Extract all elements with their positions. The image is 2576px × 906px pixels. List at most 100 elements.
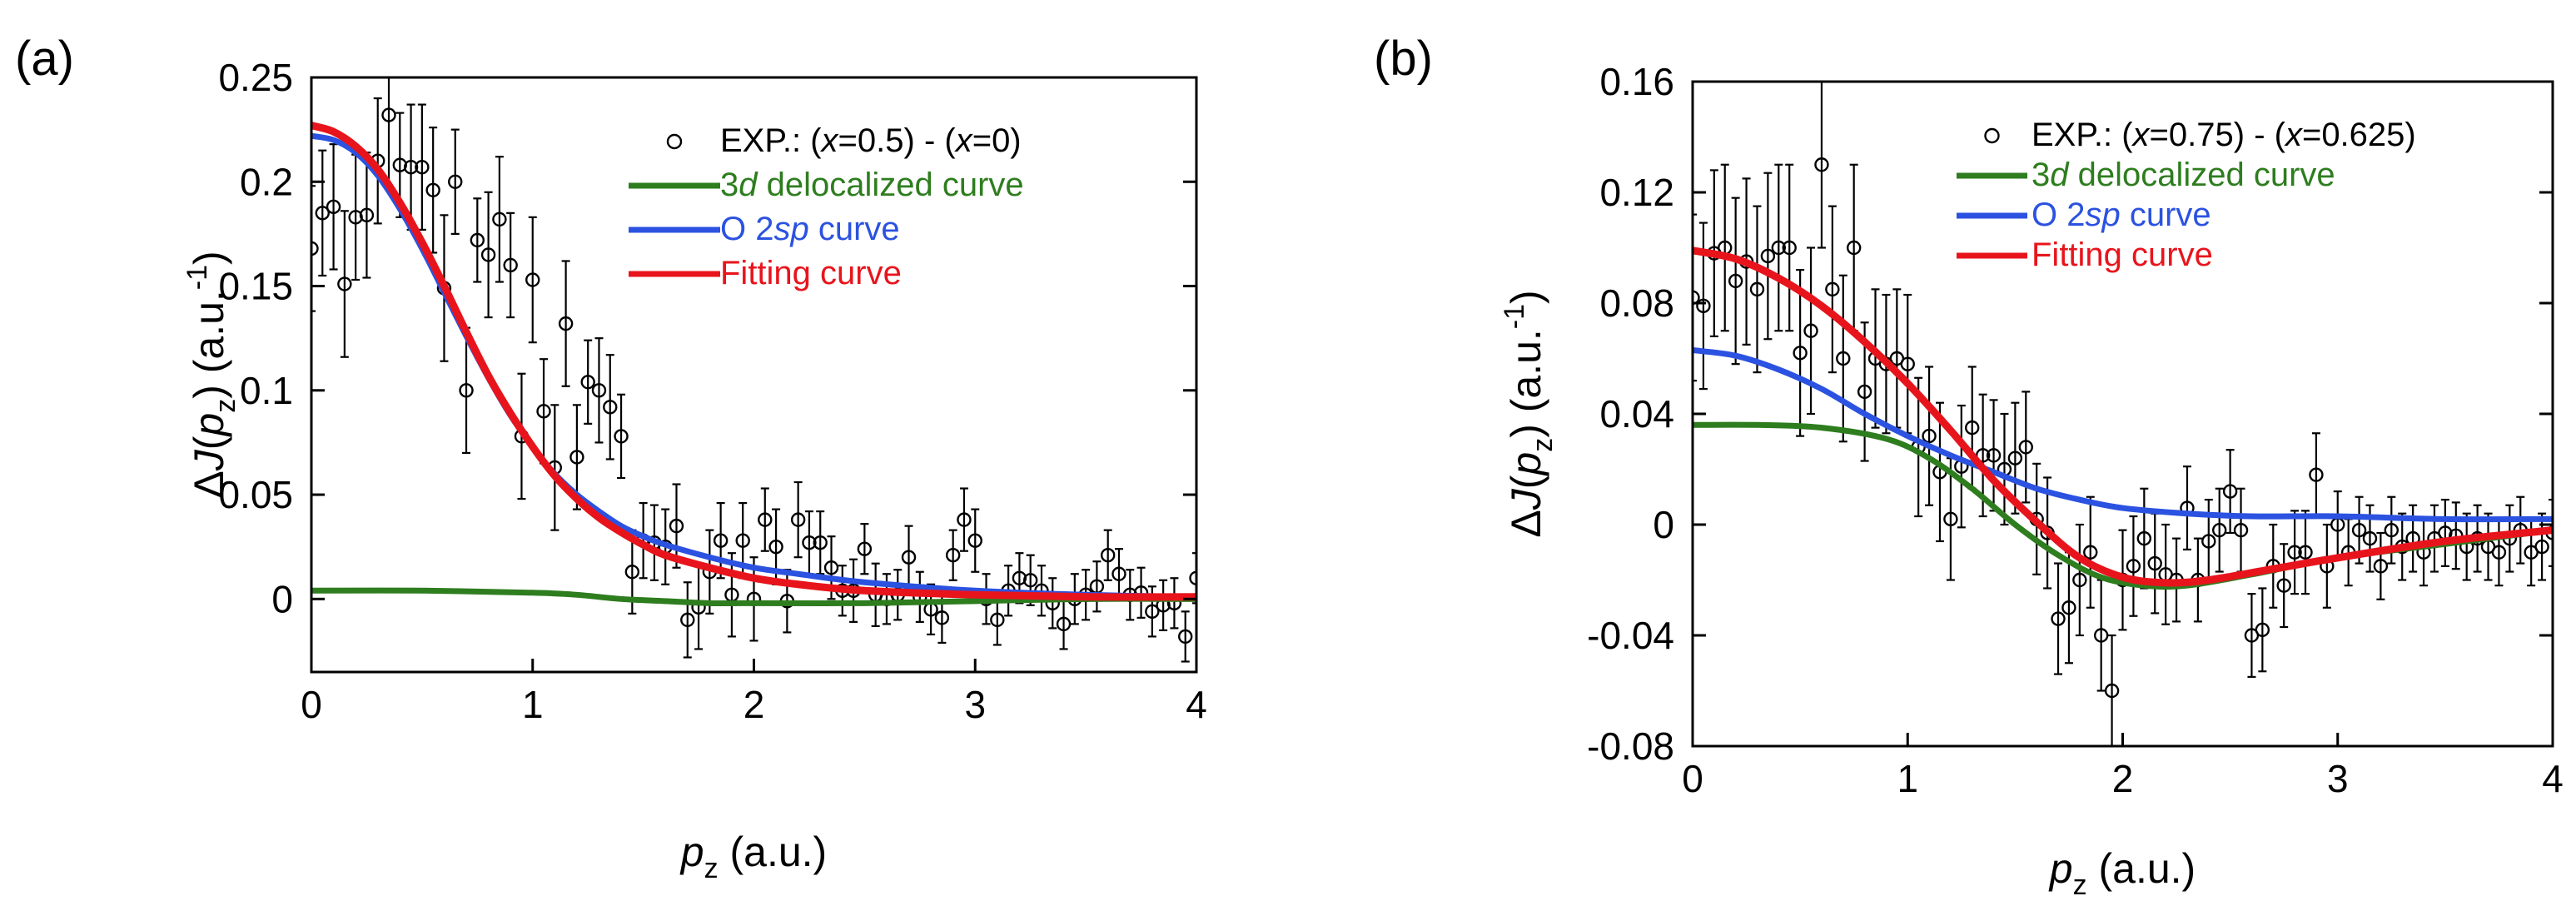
data-point	[680, 612, 695, 628]
data-point	[669, 518, 684, 534]
data-point	[1693, 290, 1700, 306]
data-point	[2373, 559, 2389, 574]
data-point	[2309, 467, 2324, 482]
data-point	[381, 107, 396, 122]
data-point	[459, 383, 474, 398]
legend-label: O 2sp curve	[2031, 197, 2211, 233]
panel-b-legend: EXP.: (x=0.75) - (x=0.625) 3d delocalized…	[1940, 112, 2531, 300]
data-point	[2136, 530, 2152, 546]
data-point	[2351, 522, 2367, 538]
y-tick-label: -0.04	[1587, 614, 1674, 657]
x-tick-label: 3	[964, 683, 986, 726]
y-tick-label: 0.16	[1599, 60, 1674, 103]
data-point	[2534, 539, 2549, 555]
series-o2sp-curve	[1693, 347, 2553, 523]
y-tick-label: 0	[271, 577, 293, 620]
legend-label: O 2sp curve	[720, 211, 900, 247]
y-tick-label: 0.08	[1599, 281, 1674, 325]
data-point	[326, 199, 341, 215]
data-point	[2072, 572, 2087, 588]
x-tick-label: 0	[301, 683, 322, 726]
legend-box	[612, 115, 1116, 316]
data-point	[492, 212, 507, 227]
data-point	[790, 512, 806, 527]
data-point	[1178, 629, 1193, 645]
data-point	[945, 548, 961, 563]
y-tick-label: -0.08	[1587, 724, 1674, 768]
data-point	[1846, 240, 1862, 256]
data-point	[2093, 628, 2109, 643]
data-point	[1965, 420, 1980, 436]
x-tick-label: 0	[1682, 757, 1703, 800]
data-point	[2276, 578, 2291, 593]
data-point	[448, 174, 463, 189]
data-point	[2061, 600, 2076, 615]
data-point	[2287, 545, 2302, 560]
data-point	[1696, 298, 1711, 314]
legend-item-o2sp: O 2sp curve	[1957, 197, 2211, 233]
data-point	[713, 533, 729, 548]
y-tick-label: 0.1	[240, 369, 293, 412]
y-tick-label: 0.2	[240, 160, 293, 203]
data-point	[415, 160, 430, 175]
data-point	[1760, 248, 1776, 264]
legend-item-fit: Fitting curve	[629, 255, 902, 291]
data-point	[2298, 545, 2313, 560]
y-tick-label: 0.12	[1599, 171, 1674, 214]
panel-b: (b) 0 1 2 3 4 -0.08 -0.04 0 0.04 0.08 0.12 0.16 EXP…	[1374, 32, 2564, 901]
data-point	[934, 610, 950, 625]
legend-item-exp: EXP.: (x=0.75) - (x=0.625)	[1984, 117, 2416, 153]
data-point	[802, 535, 817, 550]
data-point	[1728, 273, 1743, 289]
data-point	[901, 550, 917, 565]
legend-label: EXP.: (x=0.5) - (x=0)	[720, 122, 1022, 159]
x-tick-label: 4	[2542, 757, 2564, 800]
panel-label-a: (a)	[15, 32, 74, 86]
data-point	[1749, 281, 1765, 297]
y-axis-label: ΔJ(pz) (a.u.-1)	[1499, 290, 1559, 537]
data-point	[1771, 240, 1787, 256]
data-point	[735, 533, 750, 548]
x-tick-label: 3	[2327, 757, 2349, 800]
legend-item-d3: 3d delocalized curve	[629, 167, 1024, 203]
data-point	[558, 316, 574, 331]
series-exp-points	[311, 77, 1196, 663]
series-fitting-curve	[311, 122, 1196, 601]
data-point	[823, 560, 839, 575]
panel-label-b: (b)	[1374, 32, 1433, 86]
data-point	[569, 450, 584, 465]
legend-label: Fitting curve	[720, 255, 902, 291]
x-tick-label: 4	[1186, 683, 1207, 726]
legend-label: Fitting curve	[2031, 236, 2213, 273]
data-point	[1943, 511, 1958, 527]
data-point	[2007, 451, 2023, 465]
data-point	[2222, 484, 2238, 499]
data-point	[624, 565, 640, 580]
y-tick-label: 0	[1653, 503, 1674, 546]
data-point	[1012, 570, 1027, 585]
y-tick-label: 0.15	[218, 265, 293, 308]
data-point	[580, 375, 595, 390]
data-point	[403, 160, 419, 175]
legend-item-exp: EXP.: (x=0.5) - (x=0)	[666, 122, 1022, 159]
x-tick-label: 2	[743, 683, 765, 726]
data-point	[967, 533, 982, 548]
panel-a: (a) 0 1 2 3 4 0 0.05 0.1 0.15 0.2 0.25 EXP.: (x=0.…	[15, 32, 1207, 884]
data-point	[311, 241, 319, 256]
data-point	[1145, 604, 1160, 620]
data-point	[425, 182, 440, 197]
x-axis-label: pz (a.u.)	[2048, 845, 2196, 901]
data-point	[2384, 522, 2399, 538]
legend-marker	[1984, 127, 2000, 144]
legend-item-fit: Fitting curve	[1957, 236, 2213, 273]
legend-label: 3d delocalized curve	[720, 167, 1024, 203]
data-point	[359, 207, 375, 223]
data-point	[990, 612, 1005, 628]
series-3d-curve	[311, 587, 1196, 607]
x-tick-label: 2	[2112, 757, 2134, 800]
panel-a-ticks: 0 1 2 3 4 0 0.05 0.1 0.15 0.2 0.25	[218, 56, 1206, 726]
data-point	[2126, 559, 2141, 574]
data-point	[2201, 534, 2216, 549]
data-point	[1100, 548, 1116, 563]
data-point	[1900, 356, 1915, 371]
